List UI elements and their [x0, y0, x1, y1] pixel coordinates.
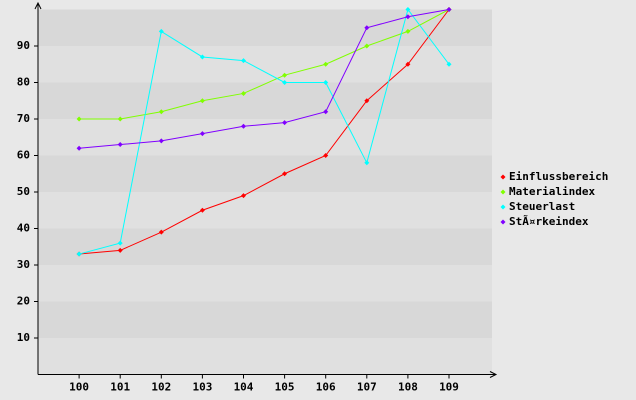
point — [323, 61, 329, 67]
legend-marker — [500, 189, 506, 195]
series-line — [79, 9, 450, 255]
point — [323, 109, 329, 115]
point — [158, 138, 164, 144]
grid-band — [38, 119, 492, 156]
legend-marker — [500, 219, 506, 225]
point — [282, 120, 288, 126]
grid-band — [38, 265, 492, 302]
grid-band — [38, 155, 492, 192]
point — [405, 14, 411, 20]
y-tick-label: 40 — [17, 222, 30, 235]
point — [117, 142, 123, 148]
grid-band — [38, 82, 492, 119]
point — [158, 229, 164, 235]
point — [282, 171, 288, 177]
point — [323, 153, 329, 158]
point — [158, 28, 164, 34]
grid-band — [38, 46, 492, 83]
point — [241, 123, 246, 129]
point — [364, 98, 370, 104]
x-axis-arrow — [489, 371, 498, 378]
point — [282, 80, 288, 85]
point — [158, 109, 164, 115]
series-line — [79, 9, 450, 120]
point — [117, 240, 123, 246]
legend-marker — [500, 174, 506, 180]
point — [364, 160, 370, 166]
point — [76, 145, 82, 151]
point — [76, 251, 82, 257]
x-tick-label: 103 — [192, 381, 212, 394]
x-tick-label: 100 — [69, 381, 89, 394]
legend-label: Materialindex — [509, 185, 595, 198]
grid-band — [38, 301, 492, 338]
x-tick-label: 105 — [275, 381, 295, 394]
legend-label: StÃ¤rkeindex — [509, 215, 589, 228]
grid-band — [38, 338, 492, 375]
y-tick-label: 70 — [17, 112, 30, 125]
grid-band — [38, 228, 492, 265]
x-tick-label: 109 — [439, 381, 459, 394]
x-tick-label: 107 — [357, 381, 377, 394]
point — [446, 7, 452, 12]
series-line — [79, 9, 450, 149]
y-axis-arrow — [34, 1, 42, 10]
legend-label: Steuerlast — [509, 200, 575, 213]
point — [405, 28, 411, 34]
y-tick-label: 80 — [17, 76, 30, 89]
point — [364, 25, 370, 31]
point — [405, 61, 411, 67]
x-tick-label: 106 — [316, 381, 336, 394]
x-tick-label: 108 — [398, 381, 418, 394]
point — [199, 207, 205, 213]
point — [117, 116, 123, 122]
point — [117, 247, 123, 253]
legend-marker — [500, 204, 506, 210]
point — [76, 116, 82, 122]
x-tick-label: 101 — [110, 381, 130, 394]
point — [241, 58, 246, 64]
y-tick-label: 30 — [17, 258, 30, 271]
point — [199, 54, 205, 60]
point — [199, 131, 205, 137]
series-line — [78, 8, 450, 255]
y-tick-label: 60 — [17, 149, 30, 162]
x-tick-label: 102 — [151, 381, 171, 394]
point — [199, 98, 205, 104]
y-tick-label: 10 — [17, 331, 30, 344]
point — [446, 61, 452, 67]
x-tick-label: 104 — [234, 381, 254, 394]
legend-label: Einflussbereich — [509, 170, 608, 183]
point — [405, 7, 411, 12]
point — [241, 90, 246, 96]
y-tick-label: 20 — [17, 295, 30, 308]
grid-band — [38, 192, 492, 229]
point — [364, 43, 370, 49]
y-tick-label: 50 — [17, 185, 30, 198]
point — [241, 193, 246, 199]
grid-band — [38, 9, 492, 46]
point — [282, 72, 288, 78]
y-tick-label: 90 — [17, 39, 30, 52]
point — [323, 80, 329, 85]
